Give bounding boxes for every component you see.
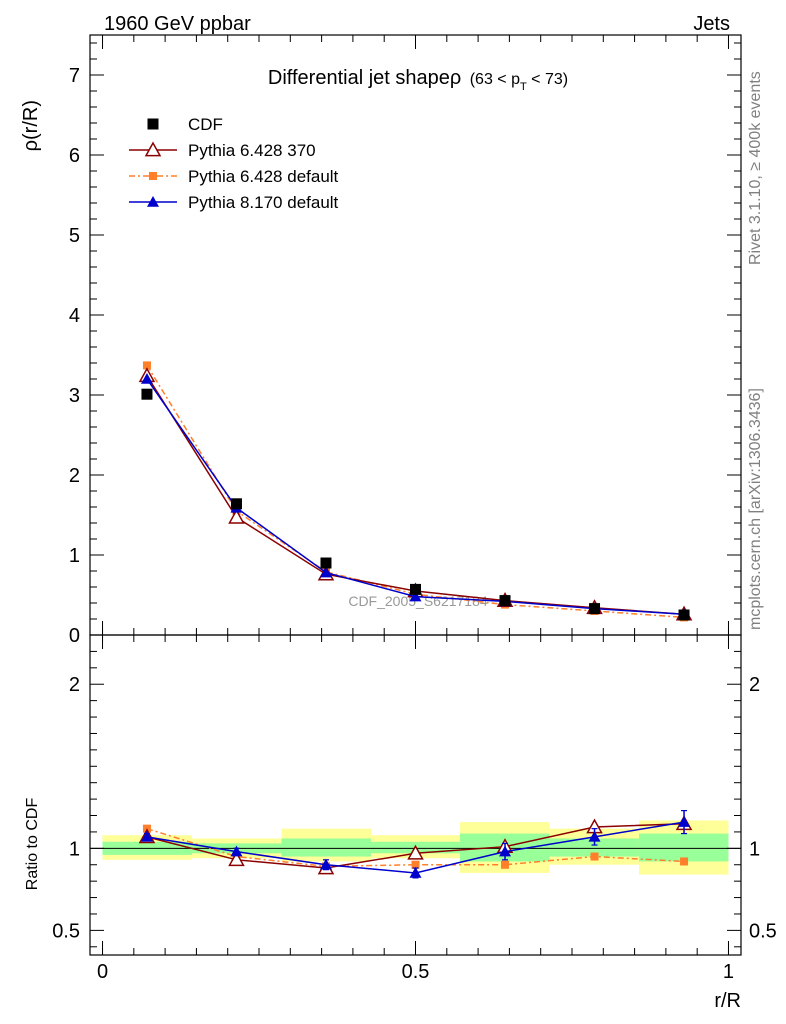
data-point-cdf bbox=[589, 603, 601, 615]
legend-label-pythia-8-170-default: Pythia 8.170 default bbox=[188, 193, 339, 212]
x-tick-label: 1 bbox=[723, 961, 734, 983]
ratio-uncertainty-bands bbox=[90, 820, 741, 875]
main-line-pythia-8-170-default bbox=[146, 378, 685, 615]
ratio-y-axis-label: Ratio to CDF bbox=[24, 798, 41, 891]
main-y-tick-label: 2 bbox=[69, 465, 80, 487]
chart-title-main: Differential jet shapeρ bbox=[268, 67, 461, 89]
data-point-cdf bbox=[320, 557, 332, 569]
ratio-y-tick-label: 0.5 bbox=[52, 920, 80, 942]
main-y-tick-label: 3 bbox=[69, 385, 80, 407]
ratio-point-pythia-6-428-370 bbox=[228, 851, 245, 867]
ratio-y-tick-label-right: 0.5 bbox=[749, 920, 777, 942]
main-y-tick-label: 7 bbox=[69, 65, 80, 87]
ratio-point-pythia-8-170-default bbox=[588, 830, 601, 842]
x-axis-label: r/R bbox=[714, 990, 741, 1012]
ratio-point-pythia-8-170-default bbox=[678, 816, 691, 827]
ratio-band-inner bbox=[549, 838, 639, 857]
x-axis: 0 0.5 1 bbox=[97, 35, 734, 983]
ratio-y-tick-label: 1 bbox=[69, 838, 80, 860]
chart-subtitle-open: (63 < p bbox=[470, 71, 520, 88]
data-point-cdf bbox=[230, 498, 242, 510]
main-y-axis: 0 1 2 3 4 5 6 7 bbox=[69, 42, 741, 647]
header-energy-label: 1960 GeV ppbar bbox=[104, 13, 251, 35]
rivet-version-label: Rivet 3.1.10, ≥ 400k events bbox=[747, 71, 764, 265]
ratio-point-pythia-6-428-370 bbox=[407, 844, 424, 860]
ratio-point-pythia-8-170-default bbox=[230, 845, 243, 857]
ratio-y-tick-label-right: 2 bbox=[749, 674, 760, 696]
data-point-cdf bbox=[678, 609, 690, 621]
legend-label-cdf: CDF bbox=[188, 115, 223, 134]
ratio-y-axis: 0.5 0.5 1 1 2 2 bbox=[52, 650, 777, 948]
legend-marker-pythia-6-428-370 bbox=[144, 141, 162, 157]
main-y-tick-label: 0 bbox=[69, 625, 80, 647]
main-y-tick-label: 6 bbox=[69, 145, 80, 167]
main-y-tick-label: 4 bbox=[69, 305, 80, 327]
legend-label-pythia-6-428-370: Pythia 6.428 370 bbox=[188, 141, 316, 160]
ratio-point-pythia-8-170-default bbox=[499, 845, 512, 857]
legend-label-pythia-6-428-default: Pythia 6.428 default bbox=[188, 167, 339, 186]
mcplots-label: mcplots.cern.ch [arXiv:1306.3436] bbox=[747, 388, 764, 630]
ratio-point-pythia-6-428-default bbox=[680, 857, 689, 866]
main-y-tick-label: 1 bbox=[69, 545, 80, 567]
ratio-point-pythia-8-170-default bbox=[319, 858, 332, 870]
main-series-group bbox=[138, 361, 693, 622]
legend-marker-pythia-6-428-default bbox=[149, 172, 157, 180]
data-point-cdf bbox=[410, 583, 421, 595]
x-tick-label: 0 bbox=[97, 961, 108, 983]
main-y-tick-label: 5 bbox=[69, 225, 80, 247]
ratio-point-pythia-8-170-default bbox=[409, 866, 422, 878]
ratio-band-inner bbox=[281, 838, 372, 857]
data-point-cdf bbox=[499, 595, 511, 607]
ratio-plot-frame bbox=[89, 634, 742, 956]
ratio-y-tick-label: 2 bbox=[69, 674, 80, 696]
legend-marker-cdf bbox=[147, 118, 159, 130]
x-tick-label: 0.5 bbox=[402, 961, 430, 983]
data-point-cdf bbox=[141, 388, 153, 400]
data-point-pythia-6-428-default bbox=[142, 361, 151, 370]
data-point-pythia-8-170-default bbox=[140, 373, 153, 384]
chart-title: Differential jet shapeρ (63 < pT < 73) bbox=[268, 67, 568, 93]
ratio-point-pythia-6-428-default bbox=[411, 860, 420, 869]
data-point-pythia-8-170-default bbox=[319, 566, 332, 578]
chart-subtitle-close: < 73) bbox=[527, 71, 568, 88]
header-process-label: Jets bbox=[693, 13, 730, 35]
data-point-pythia-6-428-370 bbox=[228, 508, 245, 524]
ratio-point-pythia-6-428-default bbox=[590, 852, 599, 861]
main-y-axis-label: ρ(r/R) bbox=[20, 100, 42, 151]
chart-subtitle-sub: T bbox=[520, 81, 527, 93]
ratio-point-pythia-8-170-default bbox=[140, 830, 153, 842]
legend: CDF Pythia 6.428 370 Pythia 6.428 default P… bbox=[129, 115, 339, 212]
ratio-point-pythia-6-428-default bbox=[501, 860, 510, 869]
ratio-y-tick-label-right: 1 bbox=[749, 838, 760, 860]
ratio-series-group bbox=[138, 809, 693, 879]
legend-marker-pythia-8-170-default bbox=[147, 196, 159, 207]
ratio-band-inner bbox=[638, 833, 729, 862]
data-point-pythia-8-170-default bbox=[409, 590, 422, 602]
main-line-pythia-6-428-default bbox=[146, 365, 685, 619]
